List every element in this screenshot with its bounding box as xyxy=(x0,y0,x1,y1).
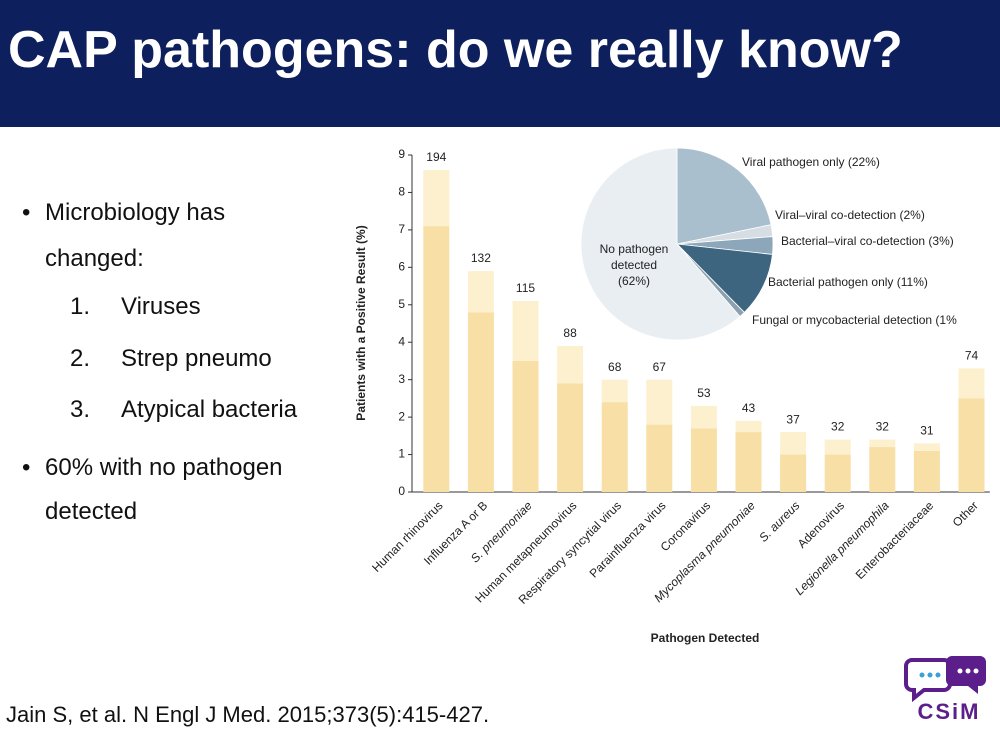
bar-segment xyxy=(824,439,851,455)
bar-segment xyxy=(735,432,762,492)
x-tick-label: Enterobacteriaceae xyxy=(853,498,937,582)
count-label: 43 xyxy=(742,401,756,415)
count-label: 194 xyxy=(426,150,446,164)
bullet: 60% with no pathogen xyxy=(45,454,283,481)
bar-segment xyxy=(646,379,673,425)
pie-slice xyxy=(675,243,773,313)
pie-label: Bacterial–viral co-detection (3%) xyxy=(781,234,954,248)
pie-label: No pathogen detected (62%) xyxy=(600,242,669,288)
bar-segment xyxy=(423,169,450,227)
count-label: 32 xyxy=(876,420,890,434)
count-label: 37 xyxy=(786,412,800,426)
bar-segment xyxy=(512,360,539,492)
logo: CSiM xyxy=(904,656,986,724)
pie-label: Viral pathogen only (22%) xyxy=(742,155,880,169)
bar-segment xyxy=(780,432,807,455)
y-tick-label: 4 xyxy=(398,334,405,348)
y-tick-label: 6 xyxy=(398,260,405,274)
item-number: 1. xyxy=(70,293,91,320)
item: Atypical bacteria xyxy=(121,396,298,423)
count-label: 68 xyxy=(608,360,622,374)
y-tick-label: 0 xyxy=(398,484,405,498)
item-number: 3. xyxy=(70,396,91,423)
y-tick-label: 3 xyxy=(398,372,405,386)
count-label: 132 xyxy=(471,251,491,265)
item: Strep pneumo xyxy=(121,345,272,372)
count-label: 88 xyxy=(563,326,577,340)
bar-segment xyxy=(690,428,717,492)
count-label: 115 xyxy=(516,281,535,295)
bar-segment xyxy=(869,447,896,492)
count-label: 74 xyxy=(965,349,979,363)
bar-segment xyxy=(780,454,807,492)
x-tick-label: S. aureus xyxy=(756,498,802,544)
bar-segment xyxy=(958,368,985,399)
item-number: 2. xyxy=(70,345,91,372)
bar-segment xyxy=(913,450,940,492)
citation: Jain S, et al. N Engl J Med. 2015;373(5)… xyxy=(6,702,490,727)
count-label: 31 xyxy=(920,423,934,437)
y-tick-label: 8 xyxy=(398,185,405,199)
bar-segment xyxy=(557,345,584,384)
pie-label: Bacterial pathogen only (11%) xyxy=(768,275,928,289)
bar-segment xyxy=(557,383,584,492)
item: Viruses xyxy=(121,293,201,320)
pie-label: Fungal or mycobacterial detection (1% xyxy=(752,313,957,327)
bar-segment xyxy=(869,439,896,448)
bar-segment xyxy=(646,424,673,492)
bar-segment xyxy=(512,301,539,361)
bullet-dot: • xyxy=(22,454,31,481)
bullet: Microbiology has xyxy=(45,199,226,226)
bullet: detected xyxy=(45,498,138,525)
bullet: changed: xyxy=(45,245,144,272)
bullet-dot: • xyxy=(22,199,31,226)
y-axis-title: Patients with a Positive Result (%) xyxy=(354,225,368,420)
count-label: 32 xyxy=(831,420,845,434)
bar-segment xyxy=(601,402,628,492)
y-tick-label: 1 xyxy=(398,447,405,461)
pie-slice xyxy=(580,147,741,341)
bar-segment xyxy=(735,420,762,433)
bar-segment xyxy=(958,398,985,492)
bar-segment xyxy=(601,379,628,403)
x-tick-label: Other xyxy=(950,498,981,529)
count-label: 53 xyxy=(697,386,711,400)
slide-title: CAP pathogens: do we really know? xyxy=(8,21,903,79)
bar-segment xyxy=(467,312,494,492)
logo-text: CSiM xyxy=(918,699,981,724)
y-tick-label: 2 xyxy=(398,409,405,423)
x-axis-title: Pathogen Detected xyxy=(651,631,760,645)
y-tick-label: 7 xyxy=(398,222,405,236)
y-tick-label: 5 xyxy=(398,297,405,311)
bar-segment xyxy=(423,226,450,492)
pie-slice xyxy=(676,147,772,245)
x-tick-label: Parainfluenza virus xyxy=(587,498,669,580)
header: CAP pathogens: do we really know? xyxy=(0,0,1000,127)
y-tick-label: 9 xyxy=(398,147,405,161)
logo-bubble xyxy=(904,658,952,703)
logo-bubble xyxy=(946,656,986,694)
bar-segment xyxy=(913,443,940,451)
bar-segment xyxy=(690,405,717,429)
bar-segment xyxy=(824,454,851,492)
pie-label: Viral–viral co-detection (2%) xyxy=(775,208,925,222)
bar-segment xyxy=(467,271,494,313)
count-label: 67 xyxy=(653,360,667,374)
